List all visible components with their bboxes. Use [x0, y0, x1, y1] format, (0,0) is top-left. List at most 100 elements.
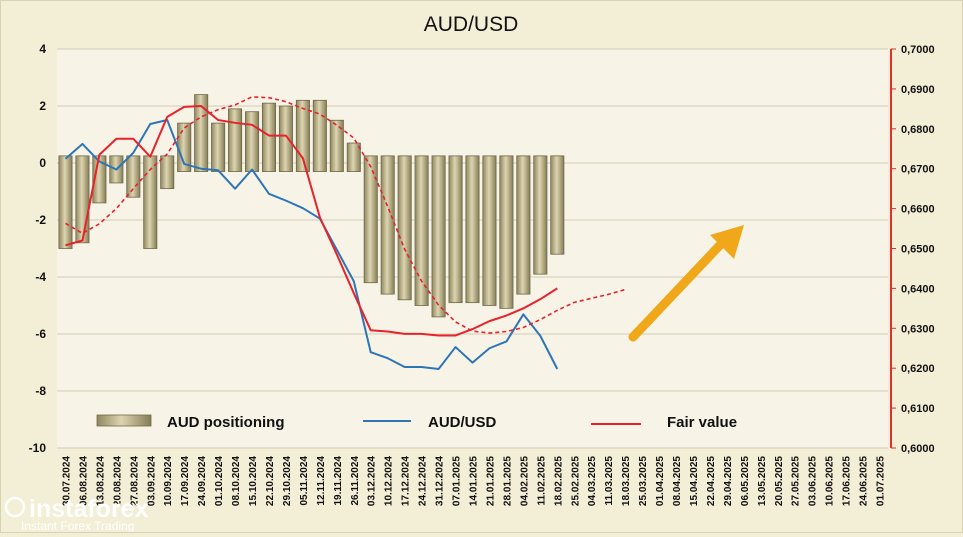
right-axis-tick-label: 0,6000: [901, 443, 935, 455]
x-axis-date-label: 24.06.2025: [859, 456, 870, 506]
x-axis-date-label: 27.05.2025: [791, 456, 802, 506]
x-axis-date-label: 08.04.2025: [672, 456, 683, 506]
left-axis-tick-label: -10: [29, 441, 47, 455]
x-axis-date-label: 29.10.2024: [282, 456, 293, 506]
x-axis-date-label: 15.04.2025: [689, 456, 700, 506]
x-axis-date-label: 13.05.2025: [757, 456, 768, 506]
x-axis-date-label: 05.11.2024: [299, 456, 310, 506]
legend-label-positioning: AUD positioning: [167, 414, 284, 431]
fair-value-line: [65, 105, 558, 337]
positioning-bar: [550, 155, 565, 255]
x-axis-date-label: 28.01.2025: [502, 456, 513, 506]
watermark-tagline: Instant Forex Trading: [21, 519, 134, 532]
x-axis-date-label: 27.08.2024: [129, 456, 140, 506]
left-axis-tick-label: -8: [35, 384, 46, 398]
left-axis-tick-label: 4: [39, 42, 46, 56]
x-axis-date-label: 25.02.2025: [570, 456, 581, 506]
left-axis-tick-label: 0: [39, 156, 46, 170]
right-axis-tick-label: 0,6100: [901, 403, 935, 415]
x-axis-date-label: 06.05.2025: [740, 456, 751, 506]
left-axis-tick-label: -6: [35, 327, 46, 341]
positioning-bar: [75, 155, 90, 244]
axes: 4 2 0 -2 -4 -6 -8 -10 0,7000 0,6900 0,6800 0,6700 0,…: [29, 42, 935, 506]
x-axis-date-label: 22.04.2025: [706, 456, 717, 506]
positioning-bar: [499, 155, 514, 309]
x-axis-date-label: 25.03.2025: [638, 456, 649, 506]
x-axis-date-label: 01.10.2024: [214, 456, 225, 506]
positioning-bar: [516, 155, 531, 295]
legend-swatch-positioning: [96, 414, 152, 427]
x-axis-date-label: 21.01.2025: [485, 456, 496, 506]
positioning-bar: [58, 155, 73, 249]
left-axis-tick-label: 2: [39, 99, 46, 113]
positioning-bar: [397, 155, 412, 301]
legend-label-aud-usd: AUD/USD: [428, 414, 497, 431]
x-axis-date-label: 14.01.2025: [469, 456, 480, 506]
x-axis-date-label: 19.11.2024: [333, 456, 344, 506]
x-axis-date-label: 06.08.2024: [78, 456, 89, 506]
positioning-bar: [160, 155, 175, 190]
x-axis-date-label: 17.09.2024: [180, 456, 191, 506]
x-axis-date-label: 20.05.2025: [774, 456, 785, 506]
x-axis-date-label: 11.02.2025: [536, 456, 547, 506]
watermark-brand: instaforex: [29, 495, 149, 523]
x-axis-date-label: 18.02.2025: [553, 456, 564, 506]
positioning-bar: [126, 155, 141, 198]
watermark-logo-icon: [4, 496, 26, 518]
positioning-bar: [346, 142, 361, 172]
positioning-bar: [278, 105, 293, 172]
chart-title: AUD/USD: [424, 13, 519, 36]
positioning-bar: [414, 155, 429, 306]
x-axis-date-label: 04.03.2025: [587, 456, 598, 506]
x-axis-date-label: 17.06.2025: [842, 456, 853, 506]
x-axis-date-label: 03.06.2025: [808, 456, 819, 506]
x-axis-date-label: 13.08.2024: [95, 456, 106, 506]
x-axis-date-label: 01.04.2025: [655, 456, 666, 506]
left-axis-tick-label: -4: [35, 270, 46, 284]
positioning-bar: [448, 155, 463, 304]
x-axis-date-label: 10.12.2024: [384, 456, 395, 506]
x-axis-date-label: 08.10.2024: [231, 456, 242, 506]
legend-label-fair-value: Fair value: [667, 414, 737, 431]
data-lines: [64, 96, 626, 370]
positioning-bar: [380, 155, 395, 295]
positioning-bar: [482, 155, 497, 306]
positioning-bar: [228, 108, 243, 172]
right-axis-tick-label: 0,6600: [901, 204, 935, 216]
right-axis-tick-label: 0,6900: [901, 84, 935, 96]
positioning-bar: [329, 119, 344, 172]
positioning-bar: [465, 155, 480, 304]
x-axis-date-label: 10.06.2025: [825, 456, 836, 506]
x-axis-date-label: 01.07.2025: [876, 456, 887, 506]
x-axis-date-label: 10.09.2024: [163, 456, 174, 506]
x-axis-date-label: 03.09.2024: [146, 456, 157, 506]
right-axis-tick-label: 0,6300: [901, 323, 935, 335]
x-axis-date-label: 15.10.2024: [248, 456, 259, 506]
right-axis-tick-label: 0,7000: [901, 44, 935, 56]
arrow-head: [710, 225, 744, 259]
watermark: instaforex Instant Forex Trading: [4, 495, 149, 533]
fair-value-trend-line: [65, 96, 626, 334]
x-axis-date-label: 07.01.2025: [452, 456, 463, 506]
uptrend-arrow-icon: [628, 225, 744, 342]
positioning-bar: [312, 99, 327, 172]
right-axis-tick-label: 0,6400: [901, 283, 935, 295]
x-axis-date-label: 30.07.2024: [61, 456, 72, 506]
positioning-bar: [245, 111, 260, 172]
left-axis-tick-label: -2: [35, 213, 46, 227]
x-axis-date-label: 03.12.2024: [367, 456, 378, 506]
x-axis-date-label: 24.12.2024: [418, 456, 429, 506]
x-axis-date-label: 20.08.2024: [112, 456, 123, 506]
positioning-bar: [194, 94, 209, 172]
x-axis-date-label: 22.10.2024: [265, 456, 276, 506]
positioning-bar: [211, 122, 226, 172]
arrow-shaft: [628, 239, 726, 342]
x-axis-date-label: 17.12.2024: [401, 456, 412, 506]
x-axis-date-label: 11.03.2025: [604, 456, 615, 506]
right-axis-tick-label: 0,6700: [901, 164, 935, 176]
x-axis-date-label: 26.11.2024: [350, 456, 361, 506]
right-axis-tick-label: 0,6200: [901, 363, 935, 375]
x-axis-date-label: 04.02.2025: [519, 456, 530, 506]
positioning-bar: [533, 155, 548, 275]
